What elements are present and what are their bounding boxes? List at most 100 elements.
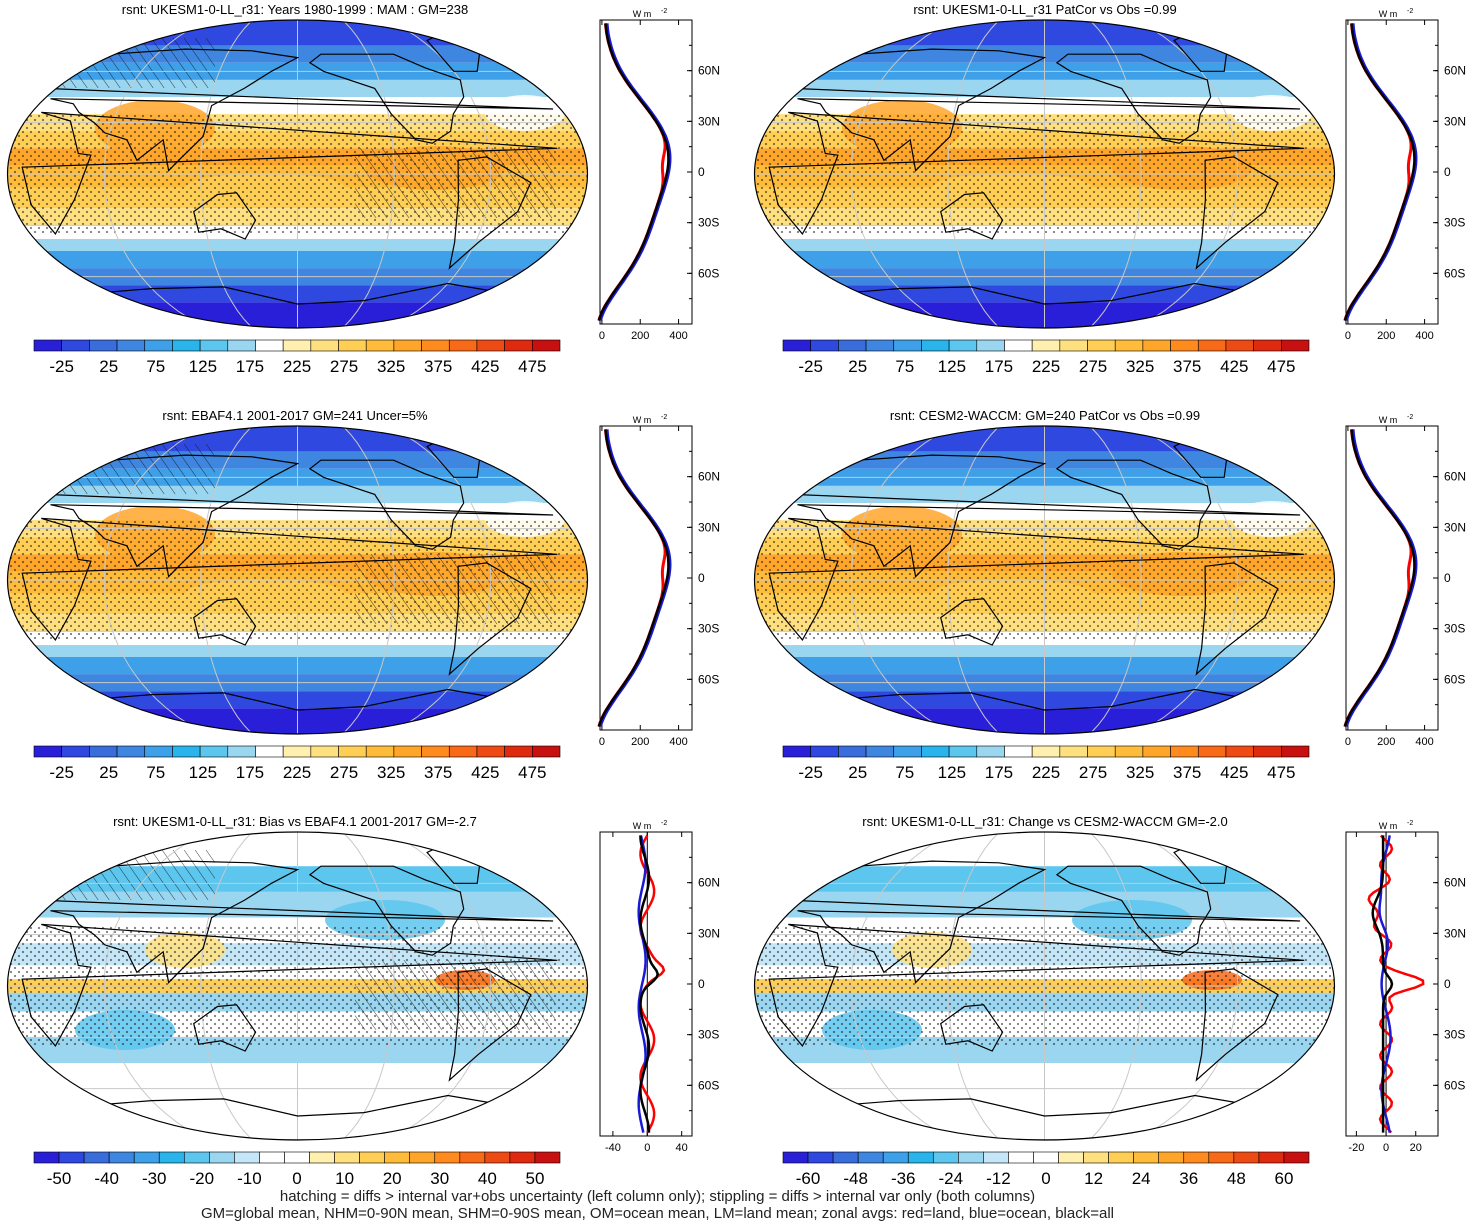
colorbar-cell bbox=[810, 745, 839, 758]
coastline bbox=[448, 562, 532, 676]
colorbar-label: -36 bbox=[891, 1169, 916, 1188]
x-tick-label: 0 bbox=[644, 1142, 650, 1154]
colorbar-cell bbox=[448, 745, 478, 758]
zonal-mean-plot: W m -2 60N 30N 0 30S 60S 0 200 400 bbox=[1343, 8, 1466, 342]
lat-label: 30S bbox=[698, 216, 719, 230]
zonal-curve bbox=[598, 23, 672, 322]
coastline bbox=[1055, 53, 1212, 144]
colorbar: -60 -48 -36 -24 -12 0 12 24 36 48 60 bbox=[782, 1151, 1310, 1188]
colorbar-cell bbox=[832, 1151, 859, 1164]
colorbar-cell bbox=[1142, 745, 1171, 758]
colorbar-cell bbox=[810, 339, 839, 352]
colorbar-cell bbox=[1225, 745, 1254, 758]
lat-label: 60S bbox=[1444, 1078, 1465, 1092]
colorbar-cell bbox=[409, 1151, 436, 1164]
colorbar-cell bbox=[1114, 745, 1144, 758]
panel-title: rsnt: CESM2-WACCM: GM=240 PatCor vs Obs … bbox=[889, 408, 1201, 423]
x-tick-label: 20 bbox=[1410, 1142, 1422, 1154]
colorbar-label: 25 bbox=[99, 763, 118, 782]
graticule-lon bbox=[200, 832, 253, 1140]
colorbar-cell bbox=[259, 1151, 285, 1164]
lat-label: 60S bbox=[1444, 672, 1465, 686]
colorbar-label: 475 bbox=[1267, 357, 1295, 376]
colorbar-cell bbox=[1253, 745, 1282, 758]
colorbar-cell bbox=[209, 1151, 235, 1164]
colorbar-cell bbox=[334, 1151, 360, 1164]
colorbar-cell bbox=[421, 339, 450, 352]
coastline bbox=[768, 517, 1305, 641]
colorbar-cell bbox=[921, 745, 950, 758]
hatch-overlay bbox=[355, 148, 555, 218]
robinson-map bbox=[753, 19, 1336, 329]
colorbar: -25 25 75 125 175 225 275 325 375 425 475 bbox=[782, 745, 1310, 782]
zonal-mean-plot: W m -2 60N 30N 0 30S 60S 0 200 400 bbox=[597, 414, 720, 748]
colorbar-cell bbox=[504, 745, 533, 758]
lat-label: 60S bbox=[1444, 266, 1465, 280]
colorbar-cell bbox=[504, 339, 533, 352]
colorbar-label: 10 bbox=[335, 1169, 354, 1188]
graticule-lon bbox=[200, 426, 253, 734]
colorbar-label: 225 bbox=[283, 763, 311, 782]
colorbar-label: 275 bbox=[330, 357, 358, 376]
colorbar-cell bbox=[1059, 339, 1088, 352]
colorbar-cell bbox=[33, 745, 62, 758]
x-tick-label: 400 bbox=[669, 736, 687, 748]
colorbar-cell bbox=[948, 339, 978, 352]
zonal-curve bbox=[1344, 429, 1418, 728]
lat-label: 0 bbox=[698, 571, 705, 585]
colorbar-cell bbox=[1059, 745, 1088, 758]
panel-title: rsnt: UKESM1-0-LL_r31: Change vs CESM2-W… bbox=[862, 814, 1228, 829]
lat-label: 0 bbox=[698, 165, 705, 179]
colorbar-cell bbox=[1004, 745, 1033, 758]
colorbar-cell bbox=[1031, 745, 1061, 758]
colorbar-cell bbox=[1114, 339, 1144, 352]
graticule-lon bbox=[103, 832, 208, 1140]
colorbar-label: 24 bbox=[1132, 1169, 1151, 1188]
zonal-unit: W m bbox=[1379, 9, 1398, 19]
colorbar-label: 125 bbox=[189, 763, 217, 782]
robinson-map bbox=[753, 831, 1336, 1141]
colorbar-cell bbox=[1225, 339, 1254, 352]
graticule-lon bbox=[342, 832, 395, 1140]
colorbar-cell bbox=[893, 339, 922, 352]
lat-label: 60N bbox=[1444, 470, 1466, 484]
colorbar-cell bbox=[1281, 339, 1310, 352]
colorbar-label: 60 bbox=[1274, 1169, 1293, 1188]
colorbar-cell bbox=[133, 1151, 160, 1164]
colorbar-cell bbox=[144, 745, 173, 758]
lat-label: 30N bbox=[1444, 926, 1466, 940]
lat-label: 0 bbox=[698, 977, 705, 991]
lat-label: 0 bbox=[1444, 977, 1451, 991]
colorbar-cell bbox=[89, 745, 118, 758]
lat-label: 30S bbox=[1444, 1028, 1465, 1042]
zonal-unit-exp: -2 bbox=[661, 820, 667, 827]
colorbar-label: 125 bbox=[189, 357, 217, 376]
coastline bbox=[42, 454, 554, 578]
x-tick-label: 0 bbox=[599, 330, 605, 342]
colorbar-cell bbox=[865, 745, 895, 758]
lat-label: 0 bbox=[1444, 165, 1451, 179]
hatch-overlay bbox=[35, 38, 215, 88]
zonal-unit-exp: -2 bbox=[1407, 414, 1413, 421]
colorbar-label: 20 bbox=[383, 1169, 402, 1188]
colorbar-label: -48 bbox=[843, 1169, 868, 1188]
zonal-curve bbox=[1344, 23, 1418, 322]
graticule-lon bbox=[342, 20, 395, 328]
graticule-lon bbox=[850, 832, 955, 1140]
zonal-curve bbox=[597, 429, 670, 727]
lat-label: 30N bbox=[698, 926, 720, 940]
colorbar-cell bbox=[393, 339, 422, 352]
x-tick-label: 400 bbox=[669, 330, 687, 342]
coastline bbox=[21, 111, 558, 235]
colorbar-label: 325 bbox=[377, 357, 405, 376]
coastline bbox=[193, 192, 257, 240]
colorbar-cell bbox=[365, 339, 395, 352]
colorbar-label: 475 bbox=[518, 763, 546, 782]
colorbar-cell bbox=[421, 745, 450, 758]
zonal-curve bbox=[639, 835, 660, 1133]
zonal-curve bbox=[1343, 429, 1413, 728]
colorbar-cell bbox=[234, 1151, 260, 1164]
robinson-map bbox=[6, 831, 589, 1141]
colorbar-label: 275 bbox=[330, 763, 358, 782]
colorbar-cell bbox=[434, 1151, 461, 1164]
